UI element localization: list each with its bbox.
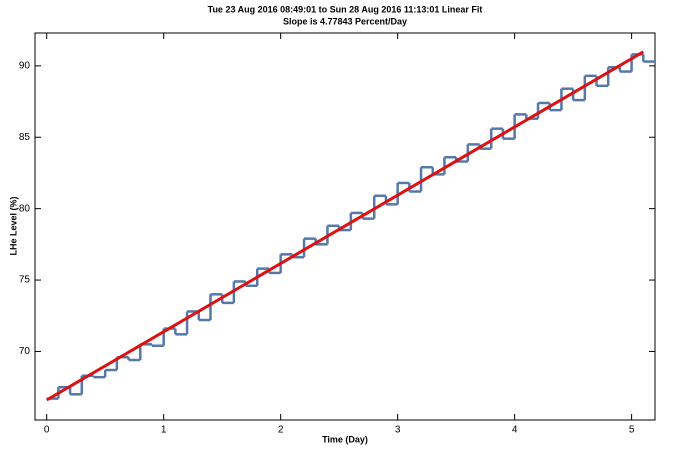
y-tick-label: 90 [19,60,31,71]
x-tick-label: 2 [278,425,284,436]
x-tick-label: 4 [512,425,518,436]
chart-subtitle: Slope is 4.77843 Percent/Day [283,16,407,26]
x-tick-label: 5 [629,425,635,436]
plot-frame [34,32,656,421]
y-axis-label: LHe Level (%) [8,196,18,255]
fit-line [45,50,645,402]
x-axis-label: Time (Day) [322,434,368,444]
y-tick-label: 75 [19,275,31,286]
x-tick-label: 1 [161,425,167,436]
y-tick-label: 85 [19,132,31,143]
x-tick-label: 3 [395,425,401,436]
x-tick-label: 0 [44,425,50,436]
y-tick-label: 70 [19,346,31,357]
y-tick-label: 80 [19,203,31,214]
chart-title: Tue 23 Aug 2016 08:49:01 to Sun 28 Aug 2… [208,4,483,14]
